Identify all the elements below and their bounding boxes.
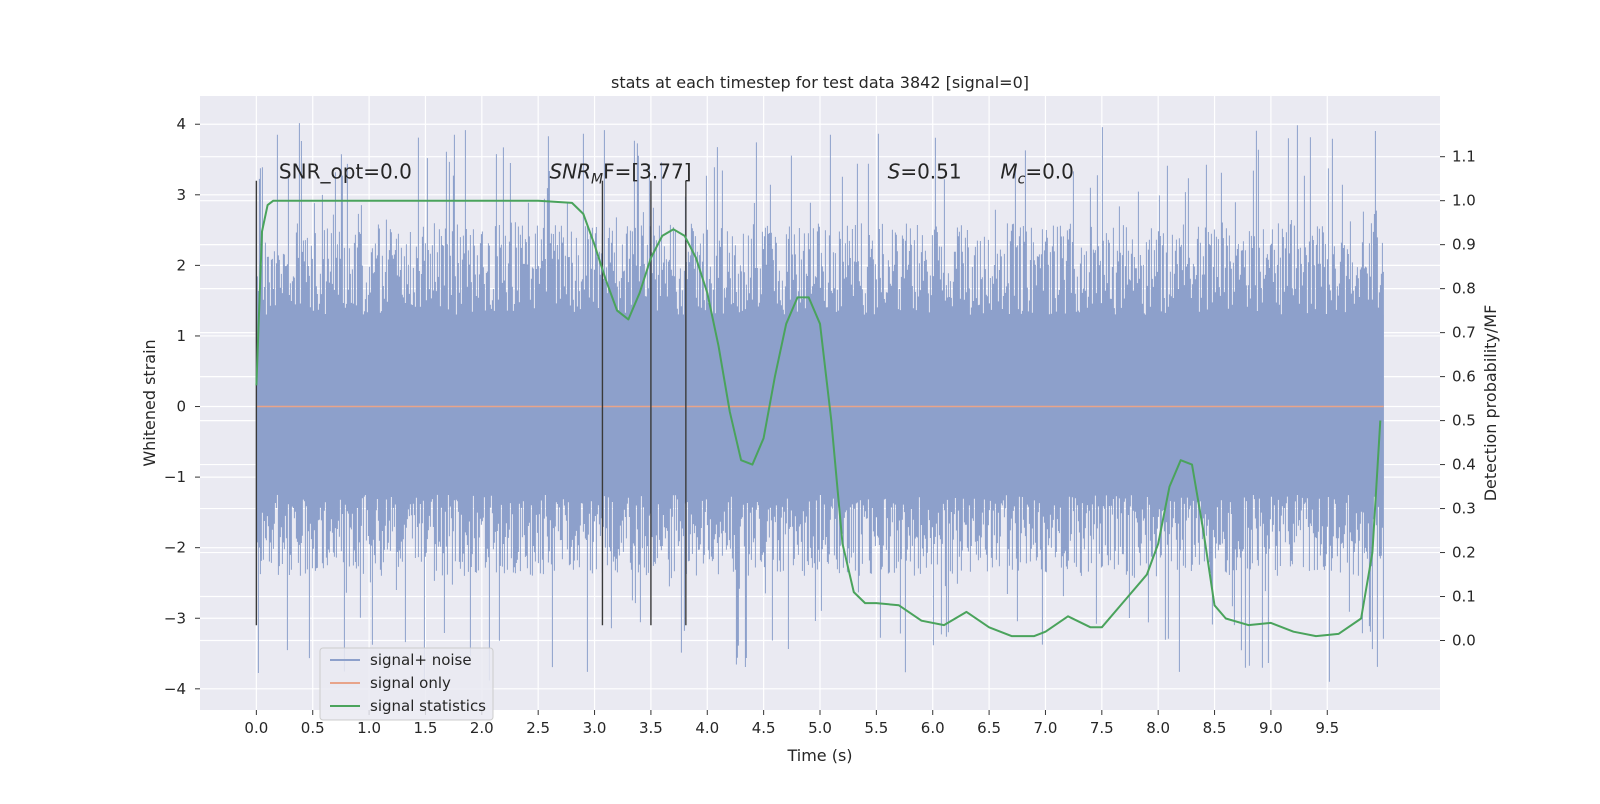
signal-statistics-layer bbox=[255, 199, 1382, 638]
y-tick-label: 4 bbox=[176, 115, 186, 133]
x-tick-label: 5.5 bbox=[864, 719, 888, 737]
vertical-markers-layer bbox=[255, 180, 687, 626]
x-axis-label: Time (s) bbox=[786, 746, 852, 765]
x-tick-label: 9.0 bbox=[1259, 719, 1283, 737]
y2-tick-label: 0.6 bbox=[1452, 368, 1476, 386]
y2-tick-label: 0.9 bbox=[1452, 236, 1476, 254]
legend-label-signal-statistics: signal statistics bbox=[370, 697, 486, 715]
x-tick-label: 4.0 bbox=[695, 719, 719, 737]
x-tick-label: 6.5 bbox=[977, 719, 1001, 737]
legend: signal+ noise signal only signal statist… bbox=[319, 647, 494, 721]
y-tick-label: −2 bbox=[164, 539, 186, 557]
y-tick-label: 3 bbox=[176, 186, 186, 204]
noise-layer bbox=[255, 123, 1384, 682]
y2-tick-label: 0.0 bbox=[1452, 632, 1476, 650]
x-tick-label: 2.5 bbox=[526, 719, 550, 737]
y2-tick-label: 0.4 bbox=[1452, 456, 1476, 474]
y2-tick-label: 0.1 bbox=[1452, 588, 1476, 606]
y2-tick-label: 1.1 bbox=[1452, 148, 1476, 166]
y2-tick-label: 0.2 bbox=[1452, 544, 1476, 562]
x-tick-label: 2.0 bbox=[470, 719, 494, 737]
y2-tick-label: 1.0 bbox=[1452, 192, 1476, 210]
series-signal-statistics bbox=[255, 199, 1382, 638]
annotation-snr-mf: SNRMF=[3.77] bbox=[549, 160, 691, 188]
x-tick-label: 3.0 bbox=[583, 719, 607, 737]
chart-title: stats at each timestep for test data 384… bbox=[611, 73, 1029, 92]
x-tick-label: 8.0 bbox=[1146, 719, 1170, 737]
y-tick-label: 1 bbox=[176, 327, 186, 345]
legend-label-signal-only: signal only bbox=[370, 674, 451, 692]
x-tick-label: 9.5 bbox=[1315, 719, 1339, 737]
x-tick-label: 0.0 bbox=[244, 719, 268, 737]
y-tick-label: −1 bbox=[164, 468, 186, 486]
y2-tick-label: 0.7 bbox=[1452, 324, 1476, 342]
x-tick-label: 6.0 bbox=[921, 719, 945, 737]
y2-tick-label: 0.8 bbox=[1452, 280, 1476, 298]
x-tick-label: 1.5 bbox=[414, 719, 438, 737]
annotation-mc: Mc=0.0 bbox=[1000, 160, 1074, 188]
y2-tick-label: 0.5 bbox=[1452, 412, 1476, 430]
x-tick-label: 4.5 bbox=[752, 719, 776, 737]
y2-axis-label: Detection probability/MF bbox=[1481, 305, 1500, 502]
x-tick-label: 8.5 bbox=[1203, 719, 1227, 737]
tick-layer: 0.0 0.5 1.0 1.5 2.0 2.5 3.0 3.5 4.0 4.5 5.0 5.5 6.0 6… bbox=[164, 115, 1476, 737]
y-tick-label: 2 bbox=[176, 256, 186, 274]
legend-label-signal-noise: signal+ noise bbox=[370, 651, 472, 669]
y-axis-label: Whitened strain bbox=[140, 339, 159, 466]
y2-tick-label: 0.3 bbox=[1452, 500, 1476, 518]
x-tick-label: 5.0 bbox=[808, 719, 832, 737]
legend-box bbox=[319, 647, 494, 721]
annotation-snr-opt: SNR_opt=0.0 bbox=[279, 160, 412, 184]
x-tick-label: 0.5 bbox=[301, 719, 325, 737]
annotation-layer: SNR_opt=0.0 SNRMF=[3.77] S=0.51 Mc=0.0 bbox=[279, 160, 1074, 188]
x-tick-label: 7.5 bbox=[1090, 719, 1114, 737]
x-tick-label: 7.0 bbox=[1034, 719, 1058, 737]
y-tick-label: −3 bbox=[164, 609, 186, 627]
y-tick-label: 0 bbox=[176, 398, 186, 416]
annotation-s-stat: S=0.51 bbox=[888, 160, 962, 184]
x-tick-label: 3.5 bbox=[639, 719, 663, 737]
x-tick-label: 1.0 bbox=[357, 719, 381, 737]
y-tick-label: −4 bbox=[164, 680, 186, 698]
